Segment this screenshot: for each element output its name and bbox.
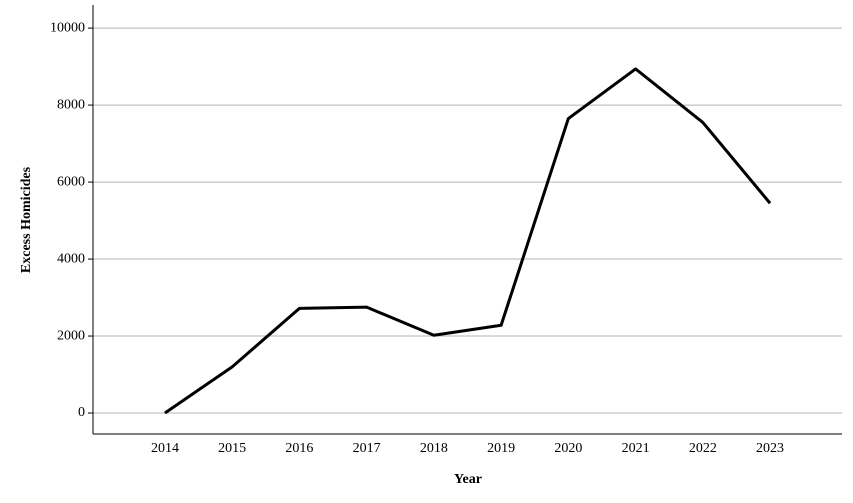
- x-axis-title: Year: [454, 472, 482, 487]
- x-tick-label: 2021: [622, 441, 650, 456]
- y-tick-label: 6000: [57, 174, 85, 189]
- x-tick-label: 2015: [218, 441, 246, 456]
- y-tick-label: 10000: [50, 20, 85, 35]
- x-tick-label: 2016: [285, 441, 313, 456]
- x-tick-label: 2019: [487, 441, 515, 456]
- x-tick-label: 2023: [756, 441, 784, 456]
- x-tick-label: 2018: [420, 441, 448, 456]
- x-tick-label: 2022: [689, 441, 717, 456]
- y-tick-label: 8000: [57, 97, 85, 112]
- y-tick-label: 0: [78, 405, 85, 420]
- y-axis-title: Excess Homicides: [19, 166, 34, 273]
- x-tick-label: 2020: [554, 441, 582, 456]
- x-tick-label: 2014: [151, 441, 179, 456]
- y-tick-label: 4000: [57, 251, 85, 266]
- line: [164, 67, 772, 415]
- y-tick-label: 2000: [57, 328, 85, 343]
- x-tick-label: 2017: [353, 441, 381, 456]
